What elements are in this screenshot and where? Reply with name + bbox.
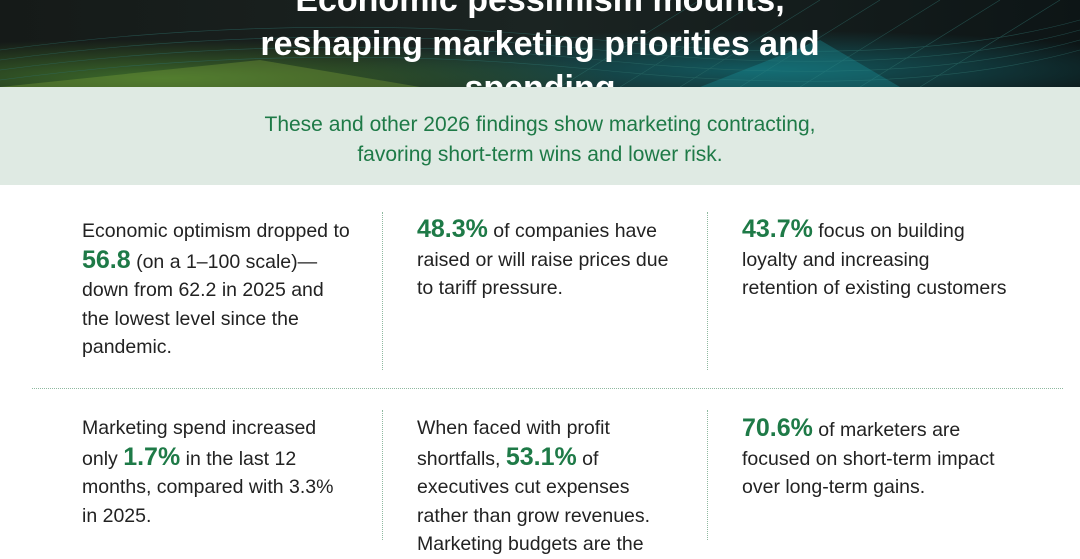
finding: Economic optimism dropped to 56.8 (on a … [82, 217, 350, 362]
finding-text: When faced with profit shortfalls, [417, 417, 610, 470]
finding: Marketing spend increased only 1.7% in t… [82, 414, 350, 530]
finding: 43.7% focus on building loyalty and incr… [742, 215, 1010, 303]
finding-text: focus on building loyalty and increasing… [742, 220, 1007, 299]
divider [707, 212, 708, 370]
header: Economic pessimism mounts, reshaping mar… [0, 0, 1080, 87]
divider [32, 388, 1063, 389]
finding-text: in the last 12 months, compared with 3.3… [82, 447, 334, 527]
title: Economic pessimism mounts, reshaping mar… [260, 0, 820, 87]
header-mesh [0, 0, 1080, 87]
finding-text: of marketers are focused on short-term i… [742, 419, 995, 498]
finding-text: of companies have raised or will raise p… [417, 220, 669, 299]
divider [382, 212, 383, 370]
intro: These and other 2026 findings show marke… [264, 113, 816, 166]
highlight-figure: 70.6% [742, 414, 813, 442]
finding-text: (on a 1–100 scale)—down from 62.2 in 202… [82, 250, 324, 359]
divider [707, 410, 708, 540]
highlight-figure: 56.8 [82, 245, 131, 274]
finding: 48.3% of companies have raised or will r… [417, 215, 685, 303]
divider [382, 410, 383, 540]
highlight-figure: 43.7% [742, 215, 813, 243]
highlight-figure: 53.1% [505, 442, 577, 471]
highlight-figure: 48.3% [417, 215, 488, 243]
finding-text: Economic optimism dropped to [82, 220, 350, 242]
finding: When faced with profit shortfalls, 53.1%… [417, 414, 685, 559]
highlight-figure: 1.7% [123, 442, 181, 471]
finding-text: Marketing spend increased only [82, 417, 317, 470]
finding: 70.6% of marketers are focused on short-… [742, 414, 1010, 502]
intro-band [0, 87, 1080, 185]
